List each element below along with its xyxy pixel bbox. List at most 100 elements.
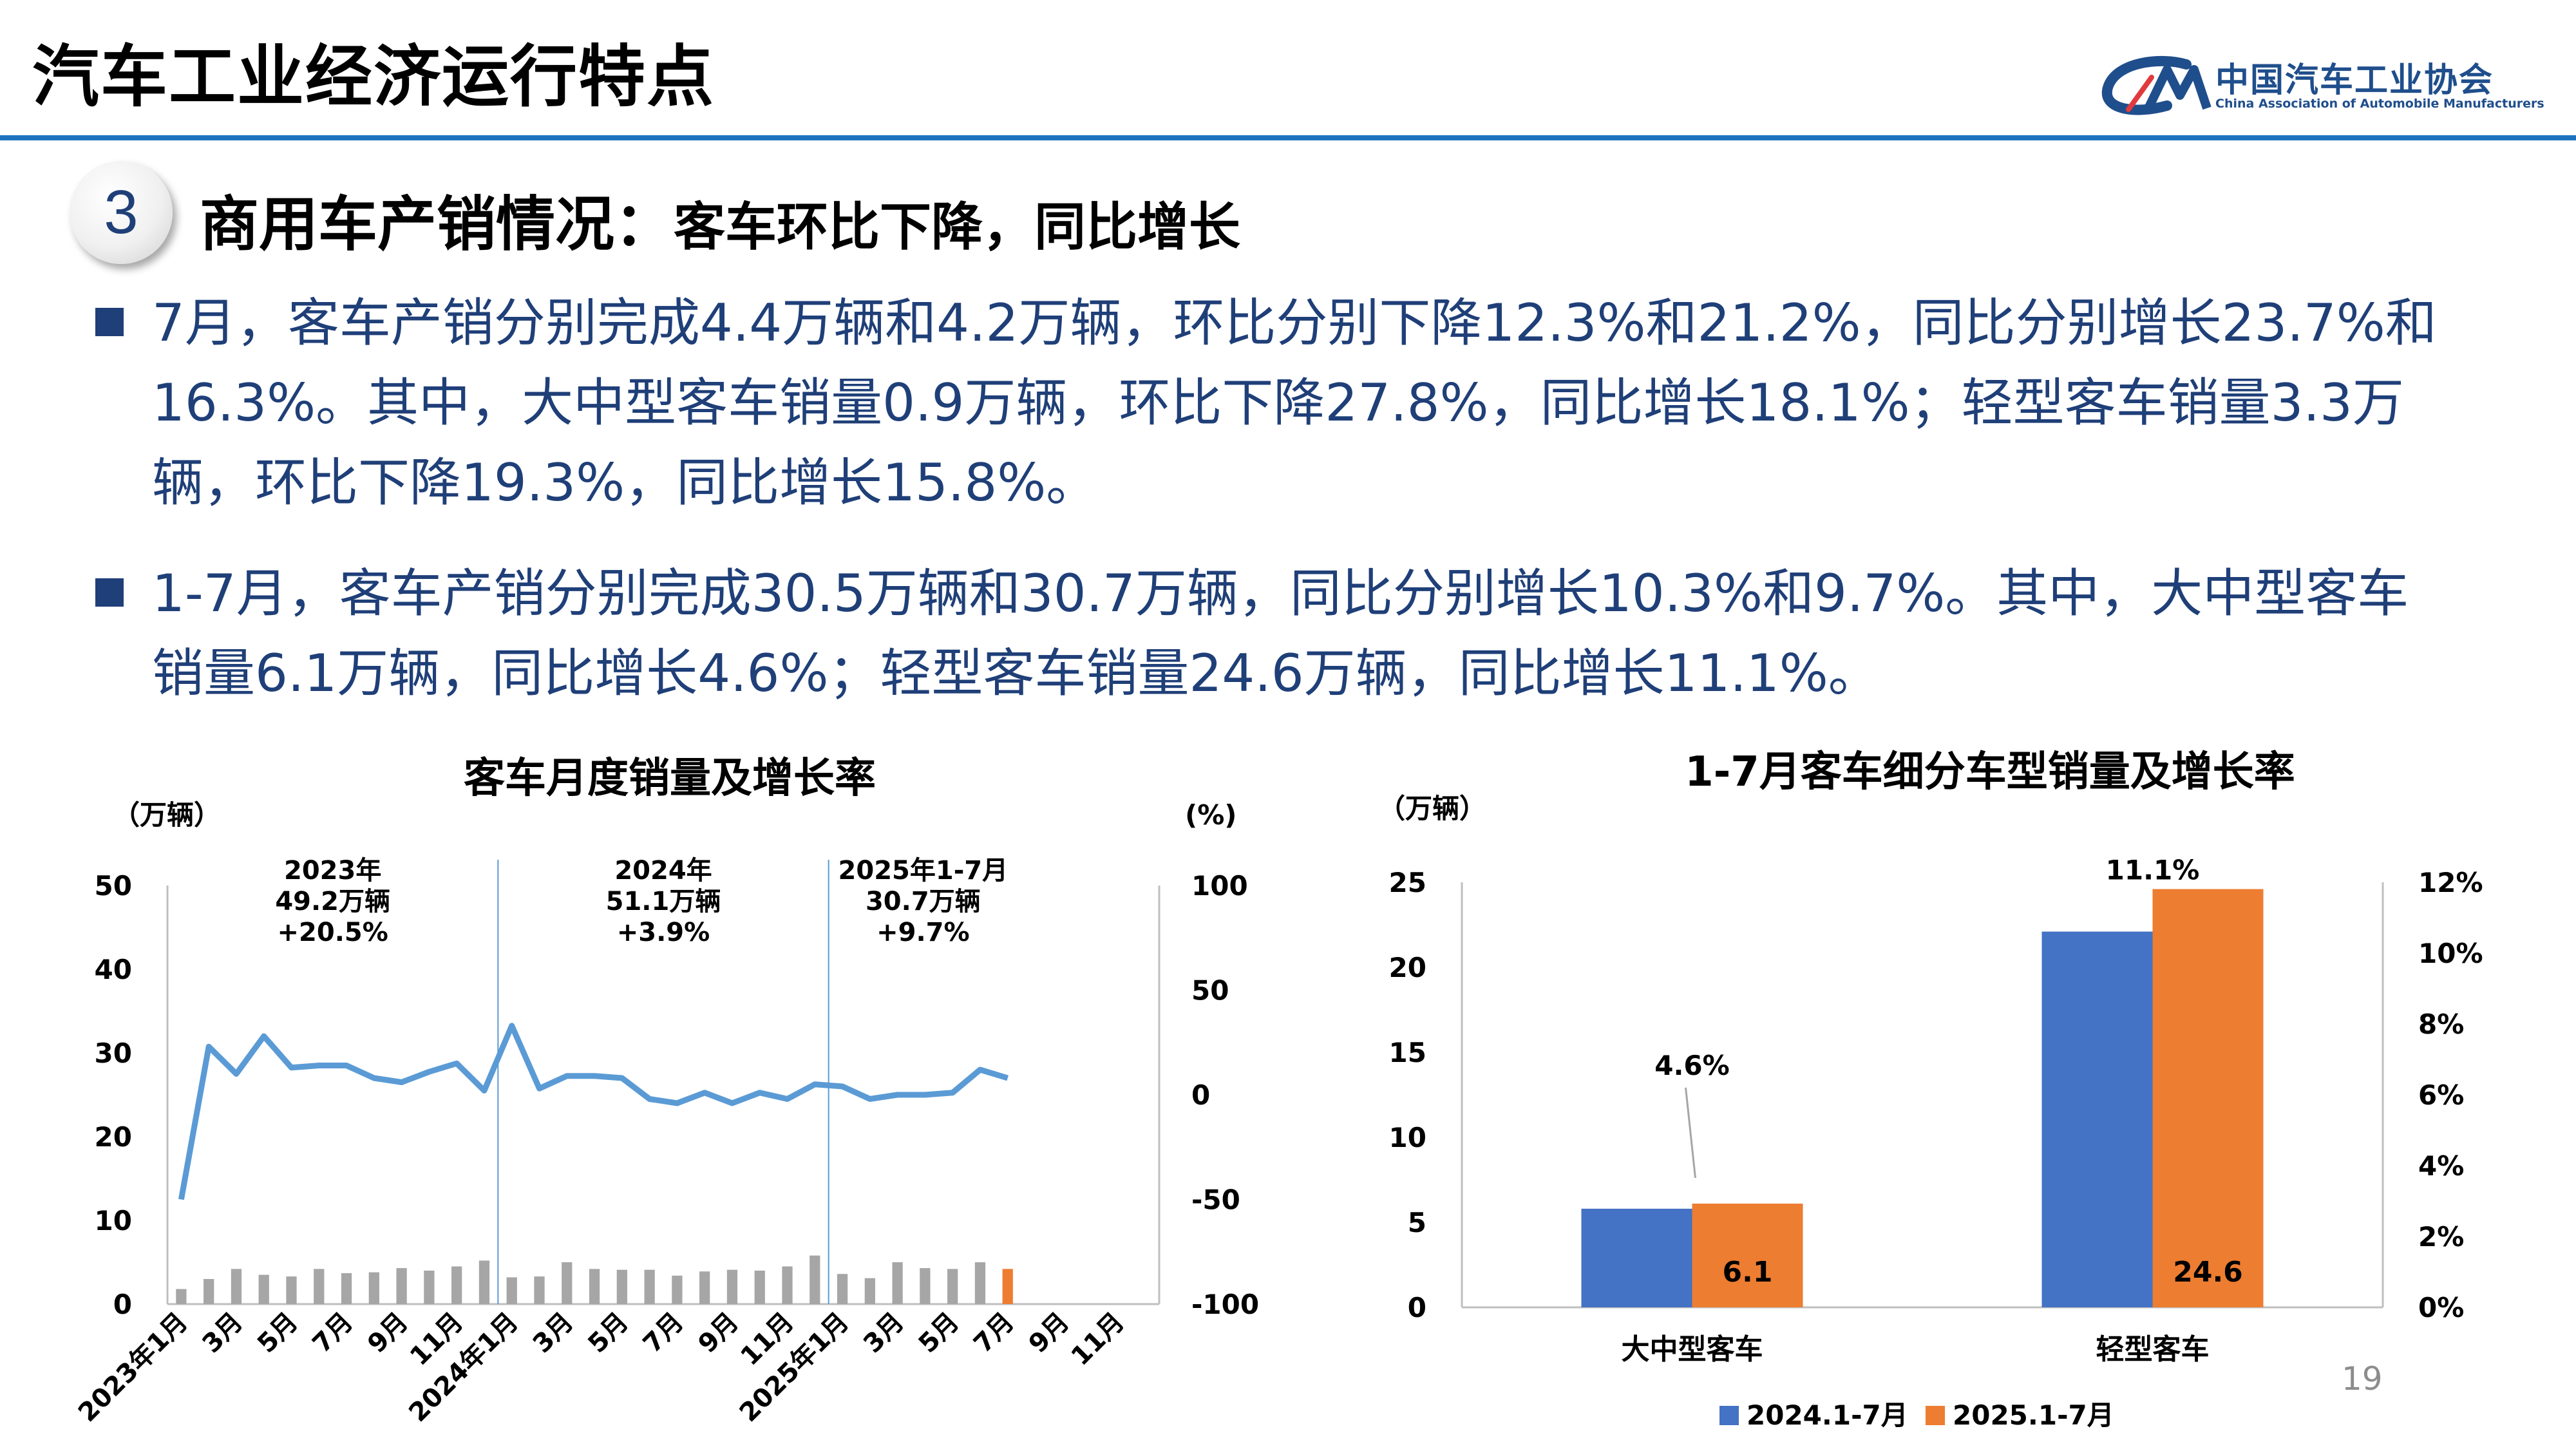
- chart2-right-tick-label: 8%: [2418, 1009, 2464, 1040]
- chart1-annotation-line: +3.9%: [617, 918, 710, 947]
- chart1-bar: [892, 1262, 903, 1304]
- chart1-growth-line: [178, 1023, 1009, 1200]
- section-title-main: 商用车产销情况：: [200, 190, 674, 259]
- chart1-left-tick-label: 30: [95, 1037, 132, 1069]
- chart1-bar: [396, 1268, 407, 1304]
- chart1-x-tick-label: 3月: [527, 1307, 579, 1359]
- segment-sales-chart: 1-7月客车细分车型销量及增长率 （万辆） 0 5 10 15 20 25 0% 2% 4% 6%…: [1378, 748, 2483, 1431]
- chart1-x-tick-label: 7月: [968, 1307, 1019, 1359]
- chart1-x-tick-label: 3月: [858, 1307, 909, 1359]
- chart1-bar: [672, 1275, 683, 1304]
- page-number: 19: [2342, 1360, 2383, 1397]
- chart2-legend-swatch: [1926, 1406, 1945, 1425]
- chart2-legend-label: 2024.1-7月: [1747, 1399, 1908, 1431]
- chart1-annotation-line: 2023年: [284, 856, 381, 886]
- chart1-bar: [726, 1269, 738, 1304]
- chart1-bar: [368, 1272, 379, 1304]
- chart1-bar: [176, 1289, 187, 1304]
- chart2-value-label: 24.6: [2173, 1256, 2243, 1289]
- chart2-axes: 0 5 10 15 20 25 0% 2% 4% 6% 8% 10% 12%: [1389, 867, 2483, 1323]
- chart2-left-unit: （万辆）: [1378, 793, 1486, 824]
- paragraph-1: 7月，客车产销分别完成4.4万辆和4.2万辆，环比分别下降12.3%和21.2%…: [152, 283, 2496, 523]
- chart1-growth-polyline: [178, 1023, 1009, 1200]
- chart1-title: 客车月度销量及增长率: [464, 755, 876, 802]
- chart1-left-unit: （万辆）: [113, 799, 221, 831]
- chart1-bar: [837, 1274, 848, 1304]
- section-title: 商用车产销情况：客车环比下降，同比增长: [200, 176, 1240, 262]
- chart2-left-tick-label: 5: [1408, 1207, 1426, 1238]
- chart2-left-tick-label: 20: [1389, 952, 1426, 983]
- chart1-annotation-line: 2025年1-7月: [838, 856, 1009, 886]
- chart1-bar: [644, 1269, 655, 1304]
- chart1-bar: [1002, 1269, 1013, 1304]
- chart1-annotation-line: 2024年: [614, 856, 712, 886]
- chart2-category-label: 轻型客车: [2096, 1333, 2210, 1366]
- chart2-growth-leader-line: [1685, 1087, 1696, 1179]
- chart1-axes: 0 10 20 30 40 50 -100 -50 0 50 100: [95, 870, 1260, 1320]
- page-title: 汽车工业经济运行特点: [32, 37, 715, 116]
- chart2-value-label: 6.1: [1723, 1256, 1773, 1289]
- chart1-x-tick-label: 5月: [252, 1307, 303, 1359]
- chart1-bar: [920, 1268, 931, 1304]
- chart2-legend: 2024.1-7月 2025.1-7月: [1719, 1399, 2114, 1431]
- header-divider: [0, 135, 2576, 140]
- chart1-right-unit: (%): [1185, 799, 1236, 831]
- paragraph-line: 辆，环比下降19.3%，同比增长15.8%。: [152, 453, 1098, 513]
- chart1-bar: [754, 1271, 765, 1304]
- chart1-left-tick-label: 40: [95, 954, 132, 985]
- chart1-dividers: [497, 860, 829, 1304]
- chart1-right-tick-label: 100: [1191, 870, 1248, 902]
- chart2-bar: [2041, 931, 2153, 1307]
- chart1-bar: [810, 1255, 820, 1304]
- chart1-right-tick-label: -50: [1191, 1184, 1240, 1216]
- chart2-bar: [2152, 889, 2264, 1307]
- chart1-bar: [286, 1276, 297, 1304]
- chart1-bar: [616, 1269, 627, 1304]
- chart1-bar: [864, 1278, 875, 1304]
- chart1-x-tick-label: 2023年1月: [73, 1307, 194, 1428]
- chart1-annotation-line: +20.5%: [278, 918, 388, 947]
- chart1-bar: [534, 1276, 545, 1304]
- chart2-title: 1-7月客车细分车型销量及增长率: [1685, 748, 2295, 796]
- chart1-x-tick-label: 5月: [582, 1307, 634, 1359]
- chart2-labels: 大中型客车 6.1 4.6% 轻型客车 24.6 11.1%: [1622, 855, 2243, 1366]
- chart1-x-tick-label: 7月: [638, 1307, 689, 1359]
- chart1-left-tick-label: 0: [113, 1289, 132, 1320]
- chart1-x-tick-label: 3月: [197, 1307, 249, 1359]
- chart1-bar: [699, 1271, 710, 1304]
- chart1-bar: [506, 1277, 517, 1304]
- chart1-bar: [314, 1269, 325, 1304]
- chart1-bar: [947, 1269, 958, 1304]
- chart2-left-tick-label: 15: [1389, 1037, 1426, 1068]
- section-number-badge: 3: [70, 161, 173, 264]
- chart2-right-tick-label: 0%: [2418, 1292, 2464, 1323]
- chart1-bar: [974, 1262, 986, 1304]
- chart1-annotation-line: +9.7%: [876, 918, 969, 947]
- chart2-legend-swatch: [1719, 1406, 1739, 1425]
- chart2-growth-label: 11.1%: [2106, 855, 2200, 886]
- chart1-bar: [451, 1266, 462, 1304]
- chart1-x-tick-label: 11月: [1066, 1307, 1130, 1372]
- chart1-bar: [204, 1279, 214, 1304]
- logo-text-en: China Association of Automobile Manufact…: [2215, 97, 2544, 111]
- chart2-right-tick-label: 10%: [2418, 938, 2483, 969]
- chart1-annotation-line: 30.7万辆: [866, 887, 981, 916]
- chart2-category-label: 大中型客车: [1622, 1333, 1763, 1366]
- chart1-right-tick-label: -100: [1191, 1289, 1259, 1320]
- chart2-right-tick-label: 2%: [2418, 1221, 2464, 1253]
- chart2-left-tick-label: 25: [1389, 867, 1426, 898]
- chart1-x-tick-label: 7月: [307, 1307, 359, 1359]
- caam-logo-mark: [2101, 55, 2211, 115]
- chart1-annotation-line: 49.2万辆: [275, 887, 390, 916]
- chart1-left-tick-label: 10: [95, 1205, 132, 1236]
- chart2-growth-label: 4.6%: [1654, 1050, 1729, 1081]
- chart2-legend-label: 2025.1-7月: [1953, 1399, 2114, 1431]
- chart1-annotation-line: 51.1万辆: [606, 887, 721, 916]
- chart1-bars: [176, 1255, 1013, 1304]
- paragraph-2: 1-7月，客车产销分别完成30.5万辆和30.7万辆，同比分别增长10.3%和9…: [152, 554, 2496, 714]
- chart2-left-tick-label: 0: [1408, 1292, 1426, 1323]
- chart1-bar: [341, 1273, 352, 1304]
- logo-text-cn: 中国汽车工业协会: [2215, 61, 2494, 100]
